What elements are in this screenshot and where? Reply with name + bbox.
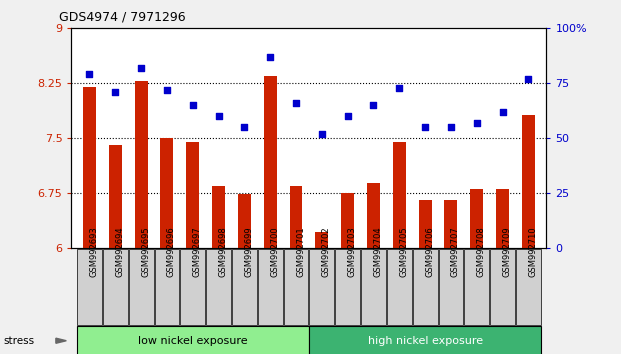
Bar	[341, 193, 354, 248]
Bar	[135, 81, 148, 248]
Bar	[309, 249, 334, 325]
Point	[136, 65, 146, 71]
Bar	[206, 249, 231, 325]
Bar	[465, 249, 489, 325]
Bar	[445, 200, 458, 248]
Text: GSM992704: GSM992704	[373, 226, 383, 277]
Text: GSM992699: GSM992699	[245, 226, 253, 277]
Point	[317, 131, 327, 137]
Bar	[496, 189, 509, 248]
Text: high nickel exposure: high nickel exposure	[368, 336, 483, 346]
Bar	[155, 249, 179, 325]
Bar	[361, 249, 386, 325]
Bar	[284, 249, 309, 325]
Point	[394, 85, 404, 90]
Bar	[109, 145, 122, 248]
Point	[240, 124, 250, 130]
Point	[368, 102, 378, 108]
Point	[472, 120, 482, 126]
Point	[162, 87, 172, 93]
Text: GSM992700: GSM992700	[270, 226, 279, 277]
Bar	[180, 249, 205, 325]
Bar	[103, 249, 128, 325]
Text: GSM992697: GSM992697	[193, 226, 202, 277]
Text: GSM992695: GSM992695	[141, 226, 150, 277]
Text: GSM992701: GSM992701	[296, 226, 305, 277]
Text: GSM992707: GSM992707	[451, 226, 460, 277]
Bar	[470, 189, 483, 248]
Text: GSM992702: GSM992702	[322, 226, 331, 277]
Bar	[258, 249, 283, 325]
Text: GSM992709: GSM992709	[502, 226, 512, 277]
Bar	[387, 249, 412, 325]
Bar	[238, 194, 251, 248]
Text: GSM992693: GSM992693	[89, 226, 99, 277]
Bar	[212, 185, 225, 248]
Point	[446, 124, 456, 130]
Bar	[490, 249, 515, 325]
Point	[265, 54, 275, 60]
Bar	[419, 200, 432, 248]
Text: GSM992705: GSM992705	[399, 226, 409, 277]
Bar	[393, 142, 406, 248]
Bar	[522, 115, 535, 248]
Point	[291, 100, 301, 106]
Bar	[77, 249, 102, 325]
Bar	[232, 249, 257, 325]
Point	[343, 113, 353, 119]
Bar	[335, 249, 360, 325]
Text: GSM992694: GSM992694	[116, 226, 124, 277]
Bar	[76, 326, 309, 354]
Bar	[367, 183, 380, 248]
Bar	[186, 142, 199, 248]
Bar	[315, 232, 329, 248]
Text: GSM992708: GSM992708	[477, 226, 486, 277]
Bar	[309, 326, 542, 354]
Point	[84, 72, 94, 77]
Text: GSM992698: GSM992698	[219, 226, 227, 277]
Bar	[516, 249, 541, 325]
Bar	[83, 87, 96, 248]
Text: low nickel exposure: low nickel exposure	[138, 336, 248, 346]
Point	[524, 76, 533, 82]
Bar	[438, 249, 463, 325]
Text: stress: stress	[3, 336, 34, 346]
Point	[188, 102, 197, 108]
Text: GSM992710: GSM992710	[528, 226, 537, 277]
Bar	[160, 138, 173, 248]
Text: GSM992703: GSM992703	[348, 226, 356, 277]
Point	[111, 89, 120, 95]
Text: GSM992706: GSM992706	[425, 226, 434, 277]
Bar	[264, 76, 277, 248]
Point	[420, 124, 430, 130]
Text: GSM992696: GSM992696	[167, 226, 176, 277]
Bar	[129, 249, 153, 325]
Bar	[289, 185, 302, 248]
Bar	[413, 249, 438, 325]
Text: GDS4974 / 7971296: GDS4974 / 7971296	[59, 11, 186, 24]
Point	[214, 113, 224, 119]
Point	[497, 109, 507, 115]
